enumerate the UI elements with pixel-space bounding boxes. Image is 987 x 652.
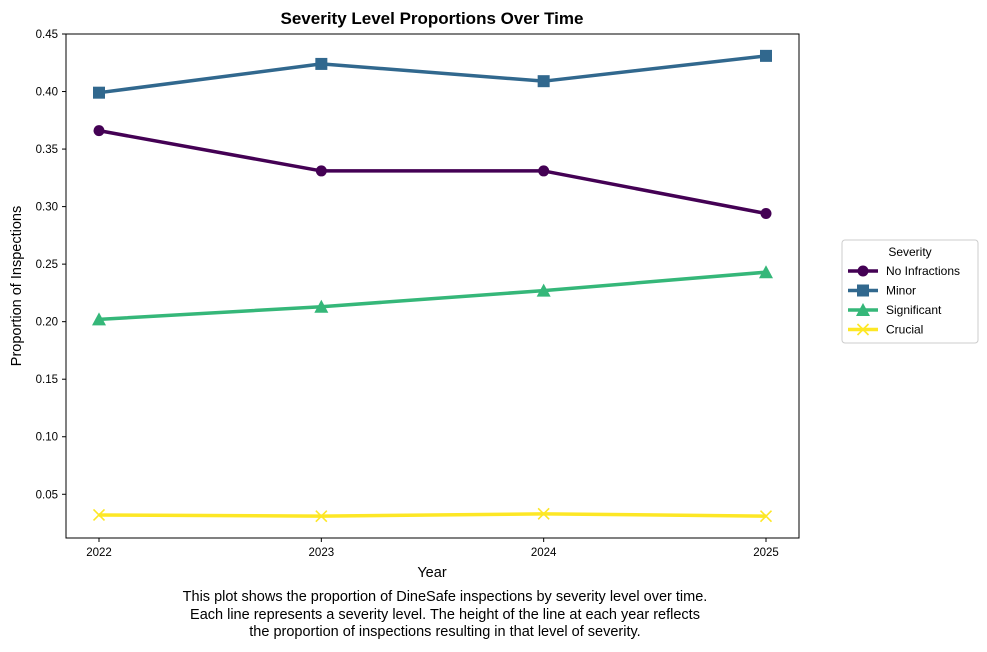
y-tick-label: 0.45 (36, 29, 58, 41)
data-point-significant (759, 265, 773, 279)
legend-marker-significant (856, 303, 870, 316)
data-point-significant (92, 312, 106, 326)
x-axis-label: Year (417, 565, 446, 581)
y-tick-label: 0.05 (36, 489, 58, 501)
caption: This plot shows the proportion of DineSa… (0, 589, 890, 642)
legend-marker-minor (857, 284, 869, 297)
legend-title: Severity (888, 245, 931, 259)
legend-label-crucial: Crucial (886, 323, 923, 337)
chart-title: Severity Level Proportions Over Time (281, 9, 584, 28)
data-point-minor (93, 86, 105, 99)
data-point-no-infractions (93, 125, 105, 137)
data-point-significant (314, 299, 329, 313)
caption-line: Each line represents a severity level. T… (190, 606, 700, 623)
legend-label-significant: Significant (886, 303, 942, 317)
caption-line: the proportion of inspections resulting … (249, 624, 641, 640)
y-tick-label: 0.10 (36, 432, 58, 444)
caption-line: This plot shows the proportion of DineSa… (182, 589, 708, 605)
data-point-crucial (315, 510, 328, 523)
x-tick-label: 2025 (753, 547, 779, 559)
data-point-no-infractions (760, 208, 772, 220)
y-tick-label: 0.20 (36, 317, 58, 329)
y-tick-label: 0.25 (36, 259, 58, 271)
y-tick-label: 0.30 (36, 202, 58, 214)
legend: Severity No Infractions Minor Significant C… (841, 239, 979, 344)
data-point-minor (537, 75, 550, 88)
legend-marker-crucial (856, 323, 870, 336)
data-point-no-infractions (538, 165, 550, 177)
y-tick-label: 0.35 (36, 144, 58, 156)
legend-label-no-infractions: No Infractions (886, 264, 960, 278)
data-point-crucial (92, 508, 106, 522)
x-tick-label: 2023 (309, 547, 335, 559)
legend-marker-no-infractions (857, 265, 869, 277)
series-line-minor (98, 54, 767, 95)
series-line-significant (98, 270, 767, 322)
data-point-significant (536, 283, 551, 297)
y-tick-label: 0.15 (36, 374, 58, 386)
series-line-crucial (98, 512, 767, 518)
series-line-no-infractions (98, 128, 767, 216)
y-tick-label: 0.40 (36, 87, 58, 99)
data-point-minor (760, 49, 772, 62)
x-tick-label: 2024 (531, 547, 557, 559)
data-point-crucial (759, 510, 773, 523)
data-point-minor (315, 57, 328, 70)
data-point-crucial (537, 507, 550, 520)
y-axis-label: Proportion of Inspections (9, 206, 25, 366)
x-tick-label: 2022 (86, 547, 112, 559)
legend-label-minor: Minor (886, 284, 916, 298)
plot-area-frame (65, 33, 800, 539)
data-point-no-infractions (315, 165, 327, 177)
legend-box (841, 239, 979, 344)
